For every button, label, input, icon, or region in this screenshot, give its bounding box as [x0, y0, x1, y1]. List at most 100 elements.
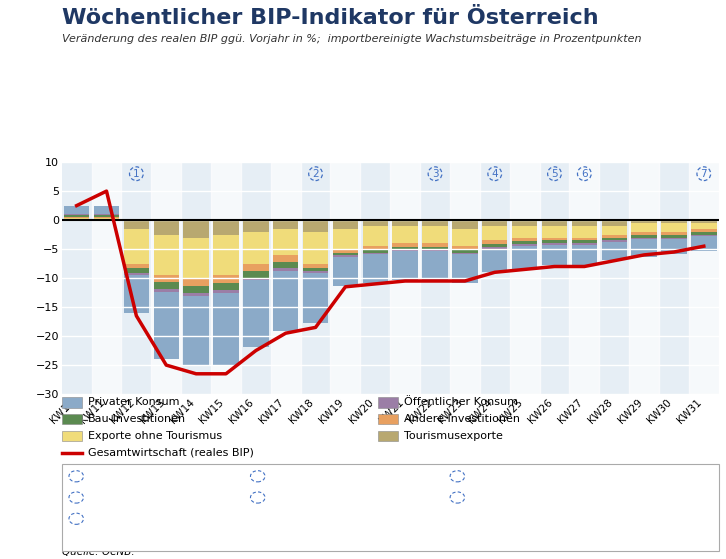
Text: Tourismusexporte: Tourismusexporte — [404, 431, 502, 441]
Bar — [689, 162, 719, 394]
Text: Andere Investitionen: Andere Investitionen — [404, 414, 520, 424]
Text: Lockdown (16. März): Lockdown (16. März) — [88, 471, 196, 481]
Bar — [602, 235, 627, 238]
Text: 4: 4 — [492, 169, 498, 179]
Gesamtwirtschaft (reales BIP) — [610, 257, 619, 264]
Bar — [393, 247, 418, 250]
Bar — [94, 217, 119, 219]
Bar — [512, 238, 537, 241]
Bar — [423, 247, 448, 250]
Bar — [333, 220, 358, 229]
Gesamtwirtschaft (reales BIP) — [669, 249, 678, 255]
Gesamtwirtschaft (reales BIP) — [550, 263, 559, 270]
Bar — [661, 239, 687, 254]
Bar — [691, 223, 717, 229]
Text: 1: 1 — [73, 472, 79, 481]
Gesamtwirtschaft (reales BIP) — [102, 188, 111, 195]
Bar — [602, 220, 627, 226]
Bar — [691, 220, 717, 223]
Bar — [151, 162, 182, 394]
Bar — [211, 162, 241, 394]
Bar — [184, 296, 209, 366]
Bar — [482, 247, 507, 249]
Bar — [273, 268, 298, 271]
Bar — [153, 235, 179, 275]
Text: 1: 1 — [133, 169, 139, 179]
Bar — [512, 220, 537, 226]
Bar — [123, 229, 149, 264]
Bar — [243, 220, 269, 232]
Bar — [303, 232, 328, 264]
Bar — [362, 246, 388, 250]
Bar — [303, 220, 328, 232]
Bar — [571, 245, 597, 266]
Bar — [64, 217, 89, 219]
Bar — [94, 219, 119, 220]
Gesamtwirtschaft (reales BIP) — [401, 278, 409, 285]
Bar — [303, 271, 328, 273]
Bar — [153, 282, 179, 289]
Bar — [64, 214, 89, 215]
Bar — [423, 226, 448, 243]
Bar — [64, 219, 89, 220]
Text: Exporte ohne Tourismus: Exporte ohne Tourismus — [88, 431, 222, 441]
Text: 4: 4 — [73, 493, 79, 502]
Bar — [362, 250, 388, 253]
Bar — [123, 273, 149, 275]
Bar — [333, 229, 358, 249]
Bar — [333, 253, 358, 255]
Bar — [569, 162, 599, 394]
Gesamtwirtschaft (reales BIP) — [341, 283, 350, 290]
Bar — [330, 162, 360, 394]
Text: 6: 6 — [581, 169, 587, 179]
Bar — [243, 264, 269, 271]
Bar — [691, 229, 717, 232]
Bar — [452, 229, 478, 246]
Bar — [333, 249, 358, 253]
Bar — [213, 275, 239, 283]
Bar — [273, 255, 298, 262]
Gesamtwirtschaft (reales BIP) — [192, 371, 200, 377]
Bar — [542, 226, 567, 238]
Bar — [691, 235, 717, 236]
Text: 6: 6 — [454, 493, 460, 502]
Bar — [661, 220, 687, 223]
Gesamtwirtschaft (reales BIP) — [132, 312, 141, 319]
Bar — [123, 264, 149, 268]
Bar — [452, 254, 478, 283]
Bar — [602, 238, 627, 240]
Bar — [123, 275, 149, 313]
Bar — [184, 278, 209, 286]
Bar — [393, 220, 418, 226]
Bar — [602, 240, 627, 242]
Text: 7: 7 — [701, 169, 707, 179]
Bar — [482, 249, 507, 272]
Bar — [571, 243, 597, 245]
Bar — [303, 273, 328, 323]
Text: Wöchentlicher BIP-Indikator für Österreich: Wöchentlicher BIP-Indikator für Österrei… — [62, 8, 598, 29]
Bar — [629, 162, 659, 394]
Bar — [571, 240, 597, 243]
Bar — [273, 262, 298, 268]
Text: Quelle: OeNB.: Quelle: OeNB. — [62, 547, 134, 557]
Bar — [94, 215, 119, 217]
Bar — [153, 275, 179, 282]
Text: Schrittweise Grenzöffnung (4. Juni): Schrittweise Grenzöffnung (4. Juni) — [469, 492, 651, 503]
Text: 3: 3 — [432, 169, 439, 179]
Bar — [393, 252, 418, 281]
Text: Gesamtwirtschaft (reales BIP): Gesamtwirtschaft (reales BIP) — [88, 448, 253, 458]
Gesamtwirtschaft (reales BIP) — [221, 371, 230, 377]
Text: 3: 3 — [454, 472, 460, 481]
Bar — [184, 238, 209, 278]
Bar — [391, 162, 420, 394]
Text: Privater Konsum: Privater Konsum — [88, 397, 179, 408]
Bar — [393, 226, 418, 243]
Gesamtwirtschaft (reales BIP) — [490, 269, 499, 276]
Bar — [482, 226, 507, 240]
Text: Öffnung kleiner Geschäfte (14. April): Öffnung kleiner Geschäfte (14. April) — [269, 470, 462, 482]
Bar — [123, 220, 149, 229]
Bar — [153, 220, 179, 235]
Bar — [333, 255, 358, 257]
Bar — [273, 229, 298, 255]
Bar — [512, 244, 537, 245]
